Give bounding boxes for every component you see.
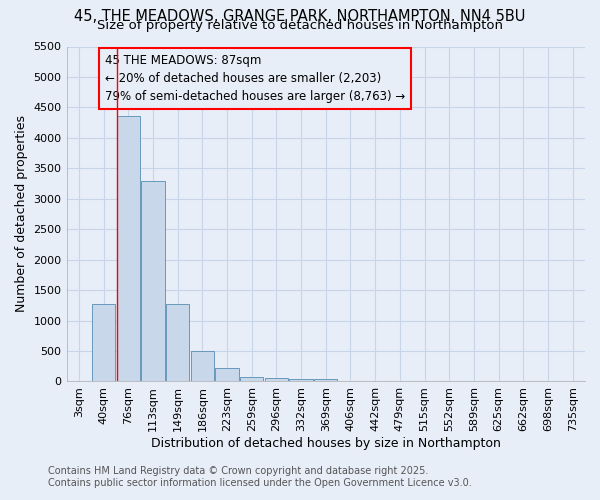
Bar [265, 378, 288, 382]
Bar [314, 380, 337, 382]
Bar [92, 304, 115, 382]
Bar [116, 116, 140, 382]
Bar [191, 351, 214, 382]
Text: Size of property relative to detached houses in Northampton: Size of property relative to detached ho… [97, 19, 503, 32]
Y-axis label: Number of detached properties: Number of detached properties [15, 116, 28, 312]
X-axis label: Distribution of detached houses by size in Northampton: Distribution of detached houses by size … [151, 437, 501, 450]
Text: 45, THE MEADOWS, GRANGE PARK, NORTHAMPTON, NN4 5BU: 45, THE MEADOWS, GRANGE PARK, NORTHAMPTO… [74, 9, 526, 24]
Text: 45 THE MEADOWS: 87sqm
← 20% of detached houses are smaller (2,203)
79% of semi-d: 45 THE MEADOWS: 87sqm ← 20% of detached … [105, 54, 405, 103]
Bar [166, 304, 190, 382]
Bar [215, 368, 239, 382]
Bar [289, 380, 313, 382]
Bar [141, 181, 164, 382]
Text: Contains HM Land Registry data © Crown copyright and database right 2025.
Contai: Contains HM Land Registry data © Crown c… [48, 466, 472, 487]
Bar [240, 376, 263, 382]
